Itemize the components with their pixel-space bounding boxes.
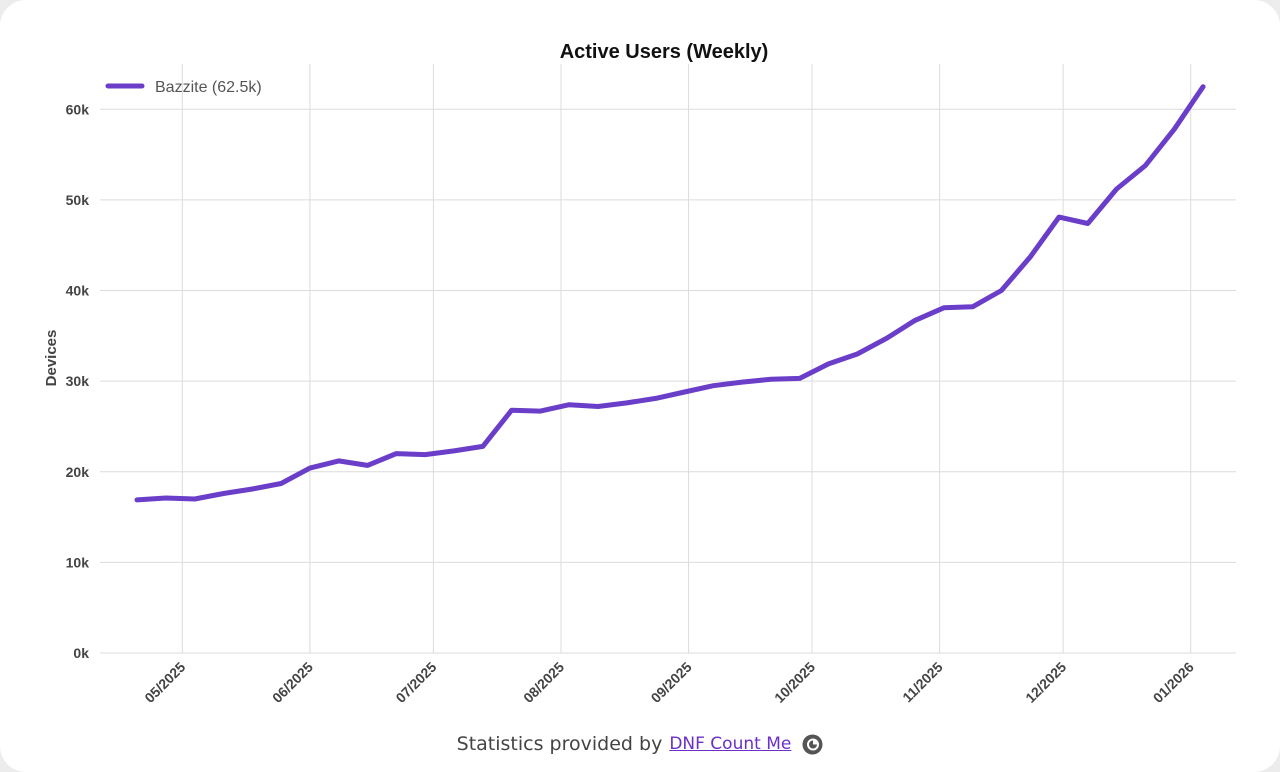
footer-text: Statistics provided by: [456, 733, 663, 755]
y-axis-label: Devices: [43, 330, 60, 387]
x-tick-label: 06/2025: [269, 659, 316, 706]
x-tick-label: 05/2025: [141, 659, 188, 706]
chart-legend[interactable]: Bazzite (62.5k): [105, 79, 262, 96]
y-tick-label: 50k: [66, 192, 90, 208]
x-tick-label: 10/2025: [771, 659, 818, 706]
x-tick-label: 01/2026: [1150, 659, 1197, 706]
dnf-count-me-link[interactable]: DNF Count Me: [669, 734, 792, 754]
y-tick-label: 20k: [66, 464, 90, 480]
y-tick-label: 40k: [66, 283, 90, 299]
y-tick-label: 10k: [66, 554, 90, 570]
x-tick-label: 08/2025: [520, 659, 567, 706]
x-tick-label: 09/2025: [648, 659, 695, 706]
y-tick-label: 30k: [66, 373, 90, 389]
x-tick-label: 12/2025: [1022, 659, 1069, 706]
series-line: [134, 84, 1206, 503]
grid-lines: [100, 64, 1236, 654]
y-tick-label: 0k: [73, 645, 89, 661]
x-tick-label: 11/2025: [899, 659, 946, 706]
active-users-chart: 0k 10k 20k 30k 40k 50k 60k 05/2025 06/2025 07/202…: [43, 41, 1236, 706]
stats-footer: Statistics provided by DNF Count Me: [0, 728, 1280, 760]
series-layer: [134, 84, 1206, 503]
chart-title: Active Users (Weekly): [560, 41, 769, 63]
y-tick-label: 60k: [66, 101, 90, 117]
chart-pie-icon: [802, 734, 823, 755]
legend-label: Bazzite (62.5k): [155, 79, 262, 96]
x-tick-label: 07/2025: [392, 659, 439, 706]
